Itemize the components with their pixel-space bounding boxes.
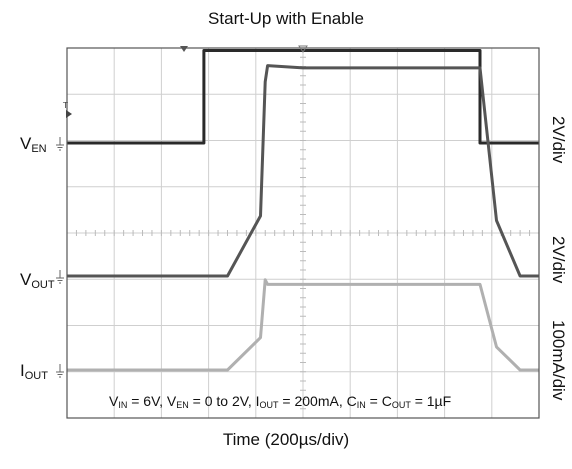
trace-iout [67, 278, 539, 372]
chart-title: Start-Up with Enable [208, 9, 364, 28]
grid [67, 48, 539, 418]
test-conditions: VIN = 6V, VEN = 0 to 2V, IOUT = 200mA, C… [109, 393, 452, 410]
trigger-position-marker [180, 46, 188, 52]
ground-marker-vout [56, 270, 64, 284]
channel-label-vout: VOUT [20, 270, 55, 291]
ground-marker-iout [56, 364, 64, 378]
channel-label-ven: VEN [20, 134, 47, 155]
trace-ven [67, 49, 539, 145]
channel-label-iout: IOUT [20, 361, 48, 382]
x-axis-label: Time (200µs/div) [222, 430, 350, 449]
plot-border [66, 47, 540, 419]
trace-vout [67, 64, 539, 278]
traces [67, 49, 539, 372]
channel-ground-markers [56, 137, 64, 378]
scale-label-vout: 2V/div [549, 236, 568, 284]
center-marker [298, 45, 308, 53]
ground-marker-ven [56, 137, 64, 151]
trigger-level-marker [66, 110, 72, 118]
scale-label-iout: 100mA/div [549, 320, 568, 401]
scale-label-ven: 2V/div [549, 116, 568, 164]
trigger-level-label: T [62, 101, 68, 110]
